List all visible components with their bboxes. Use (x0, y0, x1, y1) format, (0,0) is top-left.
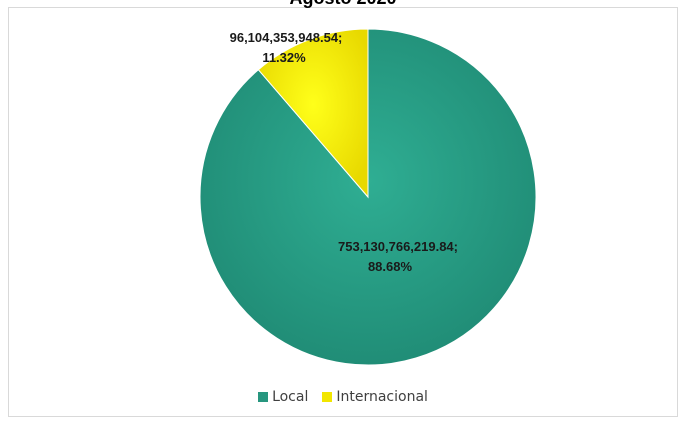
slice-percent-label-internacional: 11.32% (262, 50, 306, 65)
legend-label-local: Local (272, 389, 309, 405)
legend-item-internacional: Internacional (322, 389, 428, 405)
legend-label-internacional: Internacional (336, 389, 428, 405)
slice-value-label-internacional: 96,104,353,948.54; (230, 30, 343, 45)
slice-percent-label-local: 88.68% (368, 259, 413, 274)
legend: Local Internacional (0, 386, 686, 408)
legend-swatch-internacional (322, 392, 333, 402)
legend-swatch-local (258, 392, 269, 402)
chart-title: Agosto 2020 (0, 0, 686, 8)
slice-value-label-local: 753,130,766,219.84; (338, 239, 458, 254)
pie-slice-internacional (257, 28, 369, 199)
legend-item-local: Local (258, 389, 308, 405)
